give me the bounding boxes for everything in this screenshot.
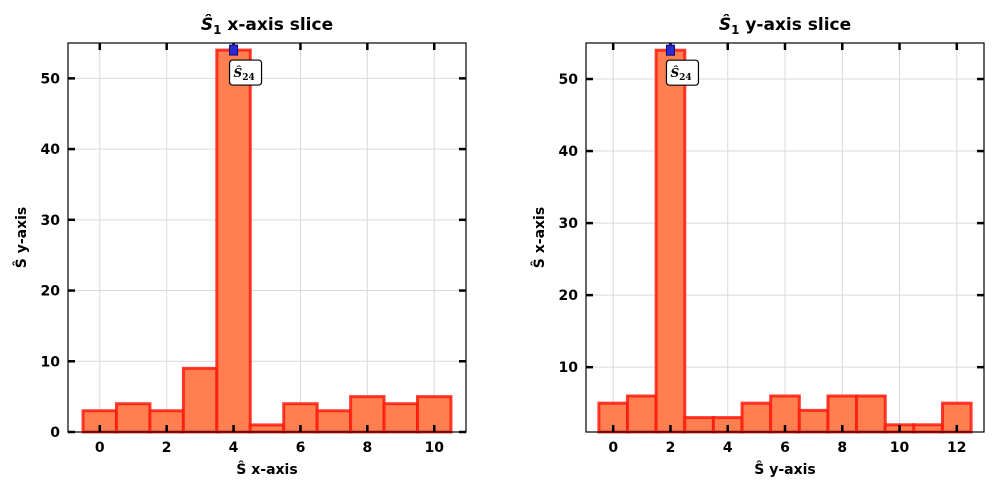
x-tick-label: 6: [296, 440, 306, 456]
axes-frame: [67, 42, 467, 433]
annotation-box: [665, 59, 700, 86]
bar: [315, 409, 353, 434]
y-tick-label: 40: [41, 142, 61, 158]
y-axis-label: Ŝ y-axis: [12, 207, 30, 269]
y-tick-label: 30: [41, 213, 61, 229]
bar: [382, 402, 420, 434]
peak-marker: [665, 44, 675, 56]
x-tick-label: 8: [362, 440, 372, 456]
bar: [855, 394, 887, 434]
chart-title: Ŝ1 x-axis slice: [201, 13, 333, 37]
chart-title: Ŝ1 y-axis slice: [719, 13, 851, 37]
y-tick-label: 50: [41, 71, 61, 87]
bar: [215, 48, 252, 434]
bar: [797, 408, 830, 434]
x-tick-label: 12: [947, 440, 966, 456]
bar: [683, 416, 715, 434]
chart-panel-1: 0 2 4 6 8 10 0 10 20 30 40 50 Ŝ24 Ŝ1 x-axis slice Ŝ …: [12, 13, 467, 478]
x-axis-label: Ŝ y-axis: [754, 460, 816, 478]
x-tick-label: 0: [95, 440, 105, 456]
annotation-label: Ŝ24: [234, 64, 255, 83]
x-tick-label: 10: [890, 440, 910, 456]
y-tick-label: 30: [559, 216, 579, 232]
x-tick-label: 2: [666, 440, 676, 456]
x-tick-label: 2: [162, 440, 172, 456]
y-tick-label: 10: [41, 354, 61, 370]
x-axis-label: Ŝ x-axis: [236, 460, 297, 478]
y-tick-label: 0: [50, 425, 60, 441]
bar: [181, 366, 219, 434]
bar: [248, 423, 286, 434]
x-tick-label: 10: [424, 440, 444, 456]
y-tick-label: 20: [41, 284, 61, 300]
peak-marker: [229, 44, 239, 56]
chart-panel-2: 0 2 4 6 8 10 12 10 20 30 40 50 Ŝ24 Ŝ1 y-axis slice Ŝ…: [530, 13, 985, 478]
bar: [626, 394, 658, 434]
y-tick-label: 50: [559, 72, 579, 88]
x-tick-label: 8: [837, 440, 847, 456]
bar: [654, 48, 687, 434]
y-tick-label: 10: [559, 360, 579, 376]
annotation-box: [228, 59, 263, 86]
bar: [114, 402, 152, 434]
x-tick-label: 0: [608, 440, 618, 456]
y-axis-label: Ŝ x-axis: [530, 207, 548, 268]
y-tick-label: 20: [559, 288, 579, 304]
bar: [740, 401, 773, 434]
annotation-label: Ŝ24: [670, 64, 691, 83]
x-tick-label: 6: [780, 440, 790, 456]
x-tick-label: 4: [723, 440, 733, 456]
x-tick-label: 4: [229, 440, 239, 456]
bar: [912, 423, 944, 434]
y-tick-label: 40: [559, 144, 579, 160]
